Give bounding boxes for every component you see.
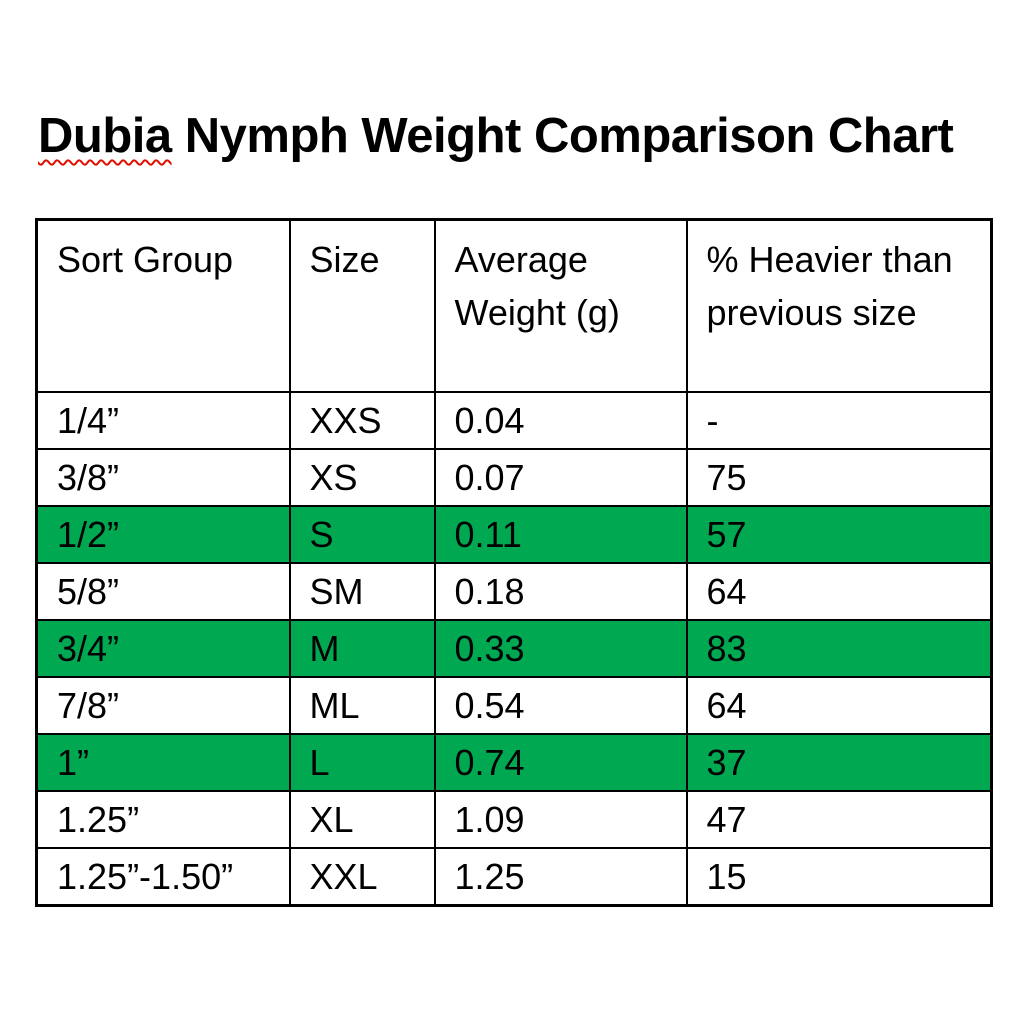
cell-sort-group: 1/2” [35,505,291,564]
col-header-size: Size [288,218,436,393]
table-row: 1.25” XL 1.09 47 [35,790,993,849]
col-header-average-weight: Average Weight (g) [433,218,688,393]
table-row: 1/4” XXS 0.04 - [35,391,993,450]
cell-pct-heavier: 83 [685,619,993,678]
cell-pct-heavier: 37 [685,733,993,792]
cell-size: L [288,733,436,792]
cell-size: ML [288,676,436,735]
cell-size: XS [288,448,436,507]
cell-average-weight: 0.04 [433,391,688,450]
cell-sort-group: 5/8” [35,562,291,621]
cell-pct-heavier: 64 [685,676,993,735]
cell-pct-heavier: 47 [685,790,993,849]
cell-average-weight: 1.25 [433,847,688,907]
page-title: Dubia Nymph Weight Comparison Chart [38,108,954,164]
table-row: 7/8” ML 0.54 64 [35,676,993,735]
cell-pct-heavier: - [685,391,993,450]
cell-size: XXL [288,847,436,907]
cell-size: M [288,619,436,678]
table-row: 5/8” SM 0.18 64 [35,562,993,621]
cell-average-weight: 0.33 [433,619,688,678]
cell-sort-group: 1/4” [35,391,291,450]
cell-average-weight: 0.74 [433,733,688,792]
cell-sort-group: 1” [35,733,291,792]
cell-sort-group: 1.25”-1.50” [35,847,291,907]
table-row-highlighted: 1/2” S 0.11 57 [35,505,993,564]
cell-sort-group: 1.25” [35,790,291,849]
cell-size: S [288,505,436,564]
weight-comparison-table: Sort Group Size Average Weight (g) % Hea… [35,218,993,907]
title-rest: Nymph Weight Comparison Chart [171,109,954,163]
cell-pct-heavier: 75 [685,448,993,507]
table-row-highlighted: 1” L 0.74 37 [35,733,993,792]
cell-pct-heavier: 15 [685,847,993,907]
cell-average-weight: 0.11 [433,505,688,564]
cell-size: SM [288,562,436,621]
header-row: Sort Group Size Average Weight (g) % Hea… [35,218,993,393]
table-row-highlighted: 3/4” M 0.33 83 [35,619,993,678]
cell-average-weight: 0.54 [433,676,688,735]
cell-average-weight: 0.18 [433,562,688,621]
cell-pct-heavier: 57 [685,505,993,564]
cell-size: XXS [288,391,436,450]
cell-average-weight: 0.07 [433,448,688,507]
col-header-sort-group: Sort Group [35,218,291,393]
col-header-pct-heavier: % Heavier than previous size [685,218,993,393]
cell-average-weight: 1.09 [433,790,688,849]
cell-sort-group: 3/4” [35,619,291,678]
cell-sort-group: 3/8” [35,448,291,507]
title-misspelled-word: Dubia [38,109,172,163]
table-row: 1.25”-1.50” XXL 1.25 15 [35,847,993,907]
table-row: 3/8” XS 0.07 75 [35,448,993,507]
cell-size: XL [288,790,436,849]
cell-sort-group: 7/8” [35,676,291,735]
cell-pct-heavier: 64 [685,562,993,621]
